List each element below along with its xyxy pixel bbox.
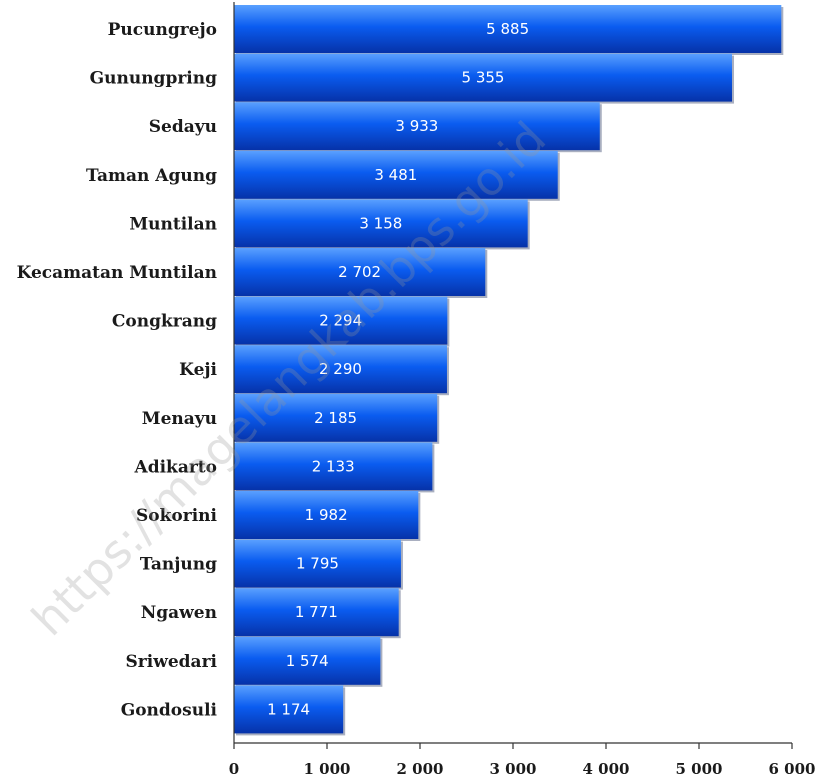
bar: [234, 150, 558, 199]
bar: [234, 636, 381, 685]
data-label: 2 185: [314, 409, 357, 427]
bar: [234, 539, 401, 588]
bar-group: 1 795: [234, 539, 403, 590]
category-label: Adikarto: [134, 457, 217, 477]
category-label: Taman Agung: [86, 166, 217, 186]
category-label: Muntilan: [129, 214, 217, 234]
bar: [234, 53, 733, 102]
bar: [234, 588, 399, 637]
bar-group: 1 174: [234, 685, 346, 736]
bar-group: 1 771: [234, 588, 401, 639]
x-tick-label: 1 000: [304, 760, 351, 778]
data-label: 1 982: [305, 506, 348, 524]
bar: [234, 199, 528, 248]
category-label: Tanjung: [140, 555, 217, 575]
bar-group: 2 133: [234, 442, 435, 493]
bar-group: 1 574: [234, 636, 383, 687]
data-label: 3 158: [359, 214, 402, 232]
bar-group: 2 185: [234, 393, 440, 444]
bar-group: 2 702: [234, 248, 488, 298]
bar-group: 1 982: [234, 491, 421, 541]
x-tick-label: 6 000: [769, 760, 816, 778]
category-label: Gunungpring: [90, 69, 218, 89]
category-label: Congkrang: [112, 312, 217, 332]
bar-group: 5 885: [234, 5, 784, 55]
category-label: Gondosuli: [121, 700, 218, 720]
bar-group: 3 933: [234, 102, 602, 153]
bar: [234, 442, 433, 491]
bar: [234, 102, 600, 151]
data-label: 2 702: [338, 263, 381, 281]
bar-group: 3 481: [234, 150, 560, 201]
bar: [234, 685, 344, 734]
category-labels: Pucungrejo Gunungpring Sedayu Taman Agung Mu…: [17, 20, 218, 720]
bar: [234, 491, 419, 539]
data-label: 3 933: [395, 117, 438, 135]
category-label: Sriwedari: [126, 652, 218, 672]
x-tick-label: 0: [229, 760, 239, 778]
x-tick-label: 2 000: [397, 760, 444, 778]
data-label: 1 574: [286, 652, 329, 670]
data-label: 1 771: [295, 603, 338, 621]
data-label: 3 481: [374, 166, 417, 184]
category-label: Kecamatan Muntilan: [17, 263, 217, 283]
x-axis: 0 1 000 2 000 3 000 4 000 5 000 6 000: [229, 2, 816, 778]
bar-group: 2 294: [234, 296, 450, 347]
bar: [234, 5, 782, 53]
category-label: Keji: [179, 360, 217, 380]
category-label: Sokorini: [136, 506, 218, 526]
bar-group: 3 158: [234, 199, 530, 250]
data-label: 5 885: [486, 20, 529, 38]
category-label: Sedayu: [149, 117, 217, 137]
bar: [234, 296, 448, 345]
bar-group: 2 290: [234, 345, 449, 396]
x-tick-label: 5 000: [676, 760, 723, 778]
data-label: 1 795: [296, 555, 339, 573]
data-label: 2 133: [312, 457, 355, 475]
data-label: 2 290: [319, 360, 362, 378]
x-tick-label: 4 000: [583, 760, 630, 778]
data-label: 2 294: [319, 312, 362, 330]
data-label: 5 355: [462, 69, 505, 87]
category-label: Pucungrejo: [108, 20, 217, 40]
bars-layer: 5 885 5 355 3 933 3 481 3 158 2 702 2 294 2 290…: [234, 5, 784, 736]
x-tick-label: 3 000: [490, 760, 537, 778]
data-label: 1 174: [267, 700, 310, 718]
category-label: Menayu: [142, 409, 217, 429]
bar: [234, 393, 438, 442]
bar-group: 5 355: [234, 53, 735, 104]
bar: [234, 345, 447, 394]
bar: [234, 248, 486, 296]
category-label: Ngawen: [141, 603, 217, 623]
